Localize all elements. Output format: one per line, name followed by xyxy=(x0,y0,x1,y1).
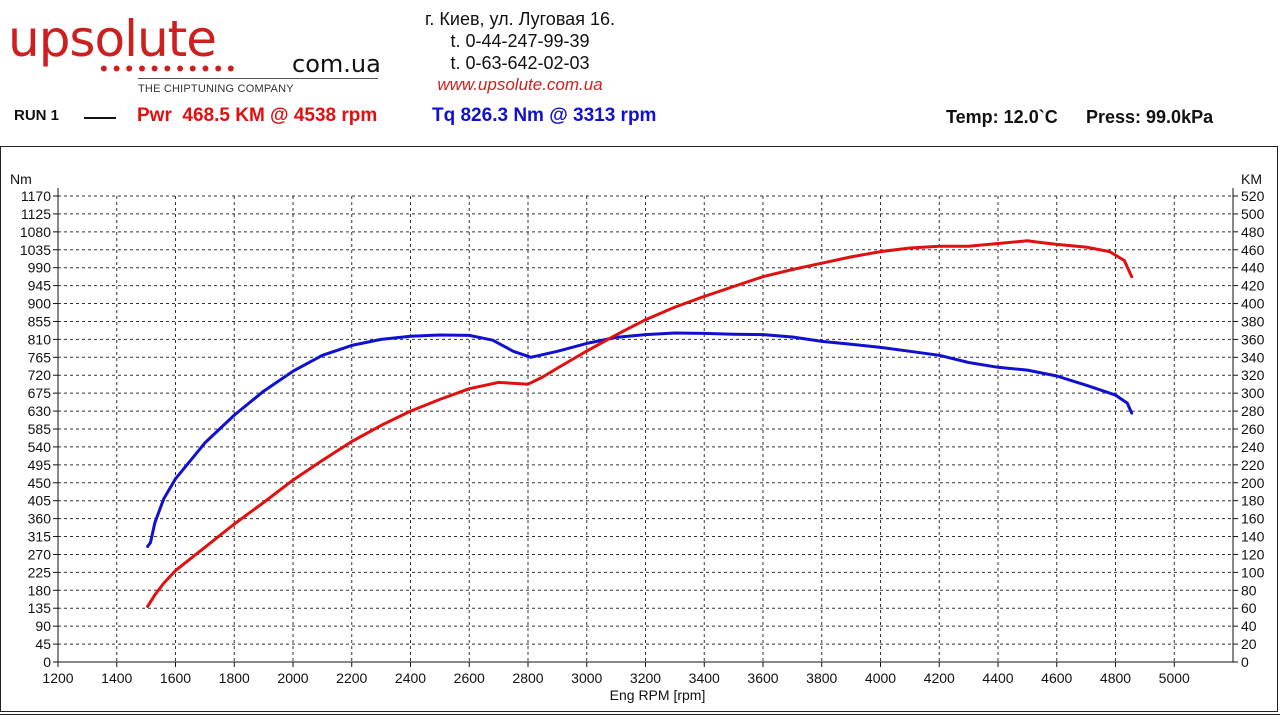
y-left-tick-label: 900 xyxy=(28,296,52,312)
x-tick-label: 3400 xyxy=(689,670,720,686)
y-right-tick-label: 0 xyxy=(1241,654,1249,670)
logo-wordmark: upsolute xyxy=(8,10,217,68)
logo-tagline: THE CHIPTUNING COMPANY xyxy=(138,83,294,95)
y-right-axis-title: KM xyxy=(1241,171,1262,187)
y-left-tick-label: 45 xyxy=(35,636,51,652)
y-left-tick-label: 720 xyxy=(28,367,52,383)
y-right-tick-label: 300 xyxy=(1241,385,1265,401)
y-right-tick-label: 500 xyxy=(1241,206,1265,222)
y-left-tick-label: 135 xyxy=(28,600,52,616)
y-left-tick-label: 270 xyxy=(28,546,52,562)
x-tick-label: 1200 xyxy=(42,670,73,686)
y-right-tick-label: 60 xyxy=(1241,600,1257,616)
y-left-tick-label: 495 xyxy=(28,457,52,473)
address: г. Киев, ул. Луговая 16. xyxy=(425,9,615,29)
power-curve xyxy=(146,239,1134,608)
y-right-tick-label: 220 xyxy=(1241,457,1265,473)
contact-block: г. Киев, ул. Луговая 16. t. 0-44-247-99-… xyxy=(400,8,640,96)
y-left-tick-label: 990 xyxy=(28,260,52,276)
temperature-readout: Temp: 12.0`C xyxy=(946,107,1058,127)
run-label: RUN 1 xyxy=(14,107,60,124)
website-link[interactable]: www.upsolute.com.ua xyxy=(437,75,603,94)
x-tick-label: 1600 xyxy=(160,670,191,686)
phone-2: t. 0-63-642-02-03 xyxy=(450,53,590,73)
y-left-tick-label: 585 xyxy=(28,421,52,437)
y-right-tick-label: 100 xyxy=(1241,564,1265,580)
y-right-tick-label: 360 xyxy=(1241,331,1265,347)
x-tick-label: 2600 xyxy=(454,670,485,686)
y-left-tick-label: 810 xyxy=(28,331,52,347)
y-right-tick-label: 120 xyxy=(1241,546,1265,562)
y-right-tick-label: 380 xyxy=(1241,313,1265,329)
logo-domain: com.ua xyxy=(292,50,381,78)
bottom-rule xyxy=(0,714,1280,715)
y-right-tick-label: 420 xyxy=(1241,278,1265,294)
y-left-tick-label: 630 xyxy=(28,403,52,419)
y-left-tick-label: 855 xyxy=(28,313,52,329)
torque-curve xyxy=(146,331,1134,548)
y-left-tick-label: 0 xyxy=(43,654,51,670)
y-left-tick-label: 1125 xyxy=(21,206,51,222)
y-right-tick-label: 20 xyxy=(1241,636,1257,652)
torque-summary: Tq 826.3 Nm @ 3313 rpm xyxy=(432,105,657,126)
y-left-tick-label: 450 xyxy=(28,475,52,491)
x-tick-label: 1400 xyxy=(101,670,132,686)
x-tick-label: 2800 xyxy=(512,670,543,686)
y-right-tick-label: 160 xyxy=(1241,511,1265,527)
y-left-tick-label: 315 xyxy=(28,529,52,545)
x-tick-label: 4000 xyxy=(865,670,896,686)
y-right-tick-label: 180 xyxy=(1241,493,1265,509)
x-tick-label: 4800 xyxy=(1100,670,1131,686)
y-left-tick-label: 225 xyxy=(28,564,52,580)
y-right-tick-label: 520 xyxy=(1241,188,1265,204)
x-tick-label: 4200 xyxy=(924,670,955,686)
y-right-tick-label: 140 xyxy=(1241,529,1265,545)
x-tick-label: 3600 xyxy=(747,670,778,686)
y-right-tick-label: 340 xyxy=(1241,349,1265,365)
x-tick-label: 2200 xyxy=(336,670,367,686)
x-tick-label: 1800 xyxy=(219,670,250,686)
brand-logo: upsolute com.ua ••••••••••• THE CHIPTUNI… xyxy=(8,8,388,103)
y-right-tick-label: 460 xyxy=(1241,242,1265,258)
y-left-tick-label: 90 xyxy=(35,618,51,634)
y-left-tick-label: 180 xyxy=(28,582,52,598)
x-tick-label: 3200 xyxy=(630,670,661,686)
y-left-tick-label: 945 xyxy=(28,278,52,294)
x-axis-title: Eng RPM [rpm] xyxy=(610,687,706,703)
x-tick-label: 2400 xyxy=(395,670,426,686)
pressure-readout: Press: 99.0kPa xyxy=(1086,107,1214,127)
x-tick-label: 4600 xyxy=(1041,670,1072,686)
y-right-tick-label: 480 xyxy=(1241,224,1265,240)
chart-frame xyxy=(0,146,1278,712)
y-left-axis-title: Nm xyxy=(10,171,32,187)
phone-1: t. 0-44-247-99-39 xyxy=(450,31,590,51)
x-tick-label: 5000 xyxy=(1159,670,1190,686)
y-left-tick-label: 1035 xyxy=(20,242,51,258)
y-left-tick-label: 765 xyxy=(28,349,52,365)
power-summary: Pwr 468.5 KM @ 4538 rpm xyxy=(137,105,378,126)
logo-rule xyxy=(138,78,378,79)
run-line-swatch xyxy=(84,117,116,119)
y-left-tick-label: 405 xyxy=(28,493,52,509)
x-tick-label: 3800 xyxy=(806,670,837,686)
x-tick-label: 4400 xyxy=(982,670,1013,686)
y-right-tick-label: 80 xyxy=(1241,582,1257,598)
y-right-tick-label: 280 xyxy=(1241,403,1265,419)
y-right-tick-label: 200 xyxy=(1241,475,1265,491)
y-left-tick-label: 540 xyxy=(28,439,52,455)
y-left-tick-label: 675 xyxy=(28,385,52,401)
y-right-tick-label: 260 xyxy=(1241,421,1265,437)
run-summary: RUN 1 Pwr 468.5 KM @ 4538 rpm Tq 826.3 N… xyxy=(0,105,1280,131)
y-left-tick-label: 360 xyxy=(28,511,52,527)
x-tick-label: 2000 xyxy=(277,670,308,686)
y-left-tick-label: 1080 xyxy=(20,224,51,240)
y-right-tick-label: 240 xyxy=(1241,439,1265,455)
y-left-tick-label: 1170 xyxy=(21,188,51,204)
y-right-tick-label: 440 xyxy=(1241,260,1265,276)
y-right-tick-label: 400 xyxy=(1241,296,1265,312)
y-right-tick-label: 40 xyxy=(1241,618,1257,634)
x-tick-label: 3000 xyxy=(571,670,602,686)
y-right-tick-label: 320 xyxy=(1241,367,1265,383)
